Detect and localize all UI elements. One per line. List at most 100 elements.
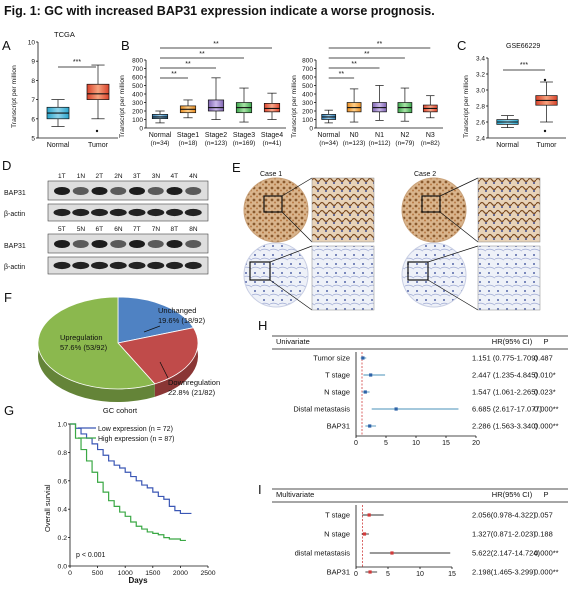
pie-slice-side xyxy=(37,297,155,403)
panel-letter: H xyxy=(258,318,267,333)
y-tick-label: 0 xyxy=(139,126,143,133)
blot-band xyxy=(166,187,183,195)
lane-label: 8T xyxy=(171,226,179,233)
n-label: (n=34) xyxy=(319,140,338,147)
lane-label: 2T xyxy=(96,173,104,180)
forest-plot-multivariate: I Multivariate HR(95% CI) P 0 5 10 15 T stage 2.0… xyxy=(258,482,568,578)
boxplot-c: 2.4 2.6 2.8 3.0 3.2 3.4 Normal Tumor *** xyxy=(476,56,566,149)
zoom-line xyxy=(427,245,479,263)
legend-label: Low expression (n = 72) xyxy=(98,426,173,433)
row-label: Distal metastasis xyxy=(293,405,350,414)
zoom-line xyxy=(281,211,313,243)
y-tick-label: 1.0 xyxy=(58,422,68,429)
hr-value: 2.286 (1.563-3.340) xyxy=(472,422,538,431)
n-label: (n=123) xyxy=(205,140,228,147)
y-tick-label: 400 xyxy=(302,92,313,99)
y-axis-label: Transcript per million xyxy=(291,75,298,138)
lane-label: 1T xyxy=(58,173,66,180)
lane-label: 6N xyxy=(114,226,123,233)
outlier-point xyxy=(543,78,547,82)
hr-value: 2.447 (1.235-4.845) xyxy=(472,371,538,380)
category-label: N2 xyxy=(400,132,409,139)
hr-point xyxy=(369,373,373,377)
y-tick-label: 0 xyxy=(309,126,313,133)
blot-band xyxy=(166,261,183,270)
panel-letter-c: C xyxy=(457,38,466,53)
blot-strip xyxy=(47,233,209,254)
hr-point xyxy=(390,551,394,555)
y-axis-label: Transcript per million xyxy=(463,75,470,138)
zoom-box xyxy=(249,261,271,281)
x-tick-label: 20 xyxy=(472,440,480,447)
lane-label: 2N xyxy=(114,173,123,180)
x-tick-label: 0 xyxy=(354,571,358,578)
hr-value: 2.056(0.978-4.322) xyxy=(472,511,536,520)
sig-label: ** xyxy=(213,41,219,48)
category-label: Normal xyxy=(47,142,70,149)
blot-band xyxy=(91,208,108,217)
blot-band xyxy=(72,208,90,217)
km-curve-panel: G GC cohort 0 500 1000 1500 2000 2500 0.0 0.2 0.4 0… xyxy=(4,403,216,585)
lane-label: 5N xyxy=(77,226,86,233)
y-tick-label: 0.4 xyxy=(58,507,68,514)
p-value: 0.188 xyxy=(534,530,553,539)
row-label: Tumor size xyxy=(313,354,350,363)
n-label: (n=82) xyxy=(421,140,440,147)
dataset-label: GSE66229 xyxy=(506,43,540,50)
blot-strip xyxy=(47,180,209,201)
hr-point xyxy=(368,570,372,574)
y-tick-label: 200 xyxy=(302,109,313,116)
y-tick-label: 3.4 xyxy=(476,56,485,63)
lane-label: 4N xyxy=(189,173,198,180)
panel-letter-d: D xyxy=(2,158,11,173)
outlier-point xyxy=(95,129,99,133)
y-tick-label: 2.6 xyxy=(476,120,485,127)
box-tumor xyxy=(86,83,110,100)
category-label: Tumor xyxy=(88,142,109,149)
y-tick-label: 2.4 xyxy=(476,136,485,143)
blot-strip xyxy=(47,203,209,222)
p-value: 0.487 xyxy=(534,354,553,363)
sig-label: *** xyxy=(520,62,528,69)
ihc-core-normal xyxy=(243,242,309,308)
blot-label-bap31: BAP31 xyxy=(4,190,26,197)
sig-label: *** xyxy=(73,59,81,66)
ihc-zoom-normal xyxy=(477,245,541,311)
blot-band xyxy=(166,240,183,248)
lane-label: 3N xyxy=(152,173,161,180)
blot-strip xyxy=(47,256,209,275)
sig-label: ** xyxy=(339,71,345,78)
row-label: N stage xyxy=(324,530,350,539)
x-tick-label: 2500 xyxy=(200,570,215,577)
lane-label: 7T xyxy=(133,226,141,233)
panel-letter-b: B xyxy=(121,38,130,53)
slice-value: 57.6% (53/92) xyxy=(60,343,108,352)
row-label: T stage xyxy=(325,511,350,520)
y-tick-label: 800 xyxy=(302,58,313,65)
blot-label-actin: β-actin xyxy=(4,211,25,218)
row-label: N stage xyxy=(324,388,350,397)
y-tick-label: 3.2 xyxy=(476,72,485,79)
y-tick-label: 300 xyxy=(302,100,313,107)
blot-band xyxy=(91,187,108,195)
p-value: 0.000** xyxy=(534,422,559,431)
blot-band xyxy=(110,240,127,248)
pie-slice-downregulation xyxy=(117,327,199,385)
column-header: P xyxy=(543,490,548,499)
sig-label: ** xyxy=(377,41,383,48)
y-tick-label: 0.8 xyxy=(58,450,68,457)
x-tick-label: 1000 xyxy=(118,570,133,577)
case-label: Case 1 xyxy=(260,171,282,178)
y-tick-label: 0.6 xyxy=(58,478,68,485)
blot-band xyxy=(53,208,71,217)
n-label: (n=112) xyxy=(368,140,390,147)
y-tick-label: 5 xyxy=(31,136,35,143)
y-tick-label: 2.8 xyxy=(476,104,485,111)
blot-band xyxy=(184,208,202,217)
hr-value: 1.547 (1.061-2.265) xyxy=(472,388,538,397)
blot-band xyxy=(72,240,89,248)
p-value: 0.010* xyxy=(534,371,556,380)
y-tick-label: 100 xyxy=(132,117,143,124)
sig-label: ** xyxy=(351,61,357,68)
